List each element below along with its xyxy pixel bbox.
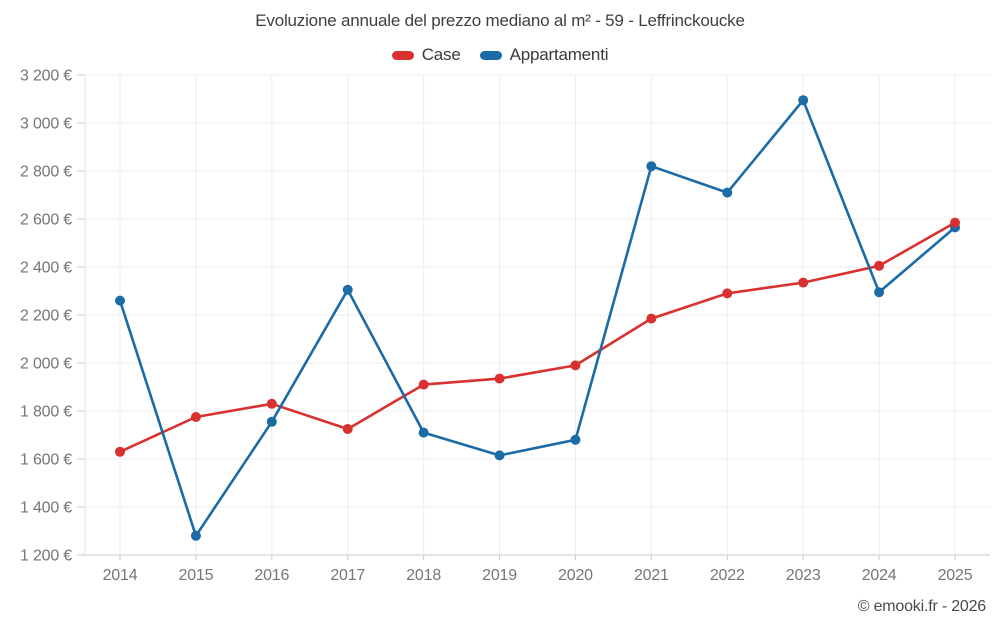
data-point-appartamenti-2015	[190, 530, 201, 541]
legend-item-case[interactable]: Case	[391, 45, 461, 65]
data-point-appartamenti-2021	[646, 161, 657, 172]
x-tick-label: 2015	[179, 567, 214, 584]
x-tick-label: 2021	[634, 567, 669, 584]
data-point-case-2019	[494, 373, 505, 384]
x-tick-label: 2018	[406, 567, 441, 584]
appartamenti-series-swatch-icon	[479, 50, 502, 60]
chart-legend: Case Appartamenti	[0, 45, 1000, 65]
data-point-appartamenti-2024	[874, 287, 885, 298]
x-tick-label: 2019	[482, 567, 517, 584]
data-point-appartamenti-2020	[570, 434, 581, 445]
y-tick-label: 2 400 €	[20, 260, 72, 277]
data-point-appartamenti-2018	[418, 427, 429, 438]
chart-title: Evoluzione annuale del prezzo mediano al…	[255, 11, 745, 30]
x-tick-label: 2016	[254, 567, 289, 584]
x-tick-label: 2022	[710, 567, 745, 584]
y-tick-label: 1 200 €	[20, 548, 72, 565]
data-point-case-2022	[722, 288, 733, 299]
data-point-case-2015	[190, 412, 201, 422]
data-point-case-2016	[266, 398, 277, 409]
data-point-case-2023	[798, 277, 809, 288]
y-tick-label: 2 200 €	[20, 308, 72, 325]
series-line-case	[118, 221, 957, 454]
y-tick-label: 1 600 €	[20, 452, 72, 469]
y-tick-label: 3 200 €	[20, 68, 72, 85]
x-tick-label: 2023	[786, 567, 821, 584]
data-point-appartamenti-2023	[798, 95, 809, 106]
data-point-case-2024	[874, 260, 885, 271]
x-tick-label: 2017	[330, 567, 365, 584]
case-series-swatch-icon	[391, 50, 414, 60]
x-tick-label: 2020	[558, 567, 593, 584]
data-point-case-2014	[115, 446, 125, 457]
data-point-case-2020	[570, 360, 581, 371]
y-tick-label: 2 800 €	[20, 164, 72, 181]
data-point-case-2025	[950, 217, 960, 228]
legend-label-appartamenti: Appartamenti	[509, 45, 609, 64]
data-point-case-2021	[646, 313, 657, 324]
y-tick-label: 1 800 €	[20, 404, 72, 421]
legend-label-case: Case	[421, 45, 461, 64]
data-point-appartamenti-2016	[266, 416, 277, 427]
data-point-case-2017	[342, 424, 353, 434]
data-point-appartamenti-2022	[722, 187, 733, 198]
y-tick-label: 2 000 €	[20, 356, 72, 373]
y-tick-label: 3 000 €	[20, 116, 72, 133]
data-point-appartamenti-2014	[115, 295, 125, 306]
legend-item-appartamenti[interactable]: Appartamenti	[479, 45, 609, 65]
credit-link[interactable]: © emooki.fr - 2026	[857, 598, 986, 615]
x-tick-label: 2024	[862, 567, 897, 584]
y-tick-label: 2 600 €	[20, 212, 72, 229]
data-point-case-2018	[418, 379, 429, 390]
data-point-appartamenti-2017	[342, 284, 353, 295]
series-line-appartamenti	[118, 98, 957, 538]
x-tick-label: 2014	[103, 567, 138, 584]
x-tick-label: 2025	[938, 567, 973, 584]
data-point-appartamenti-2019	[494, 450, 505, 461]
y-tick-label: 1 400 €	[20, 500, 72, 517]
